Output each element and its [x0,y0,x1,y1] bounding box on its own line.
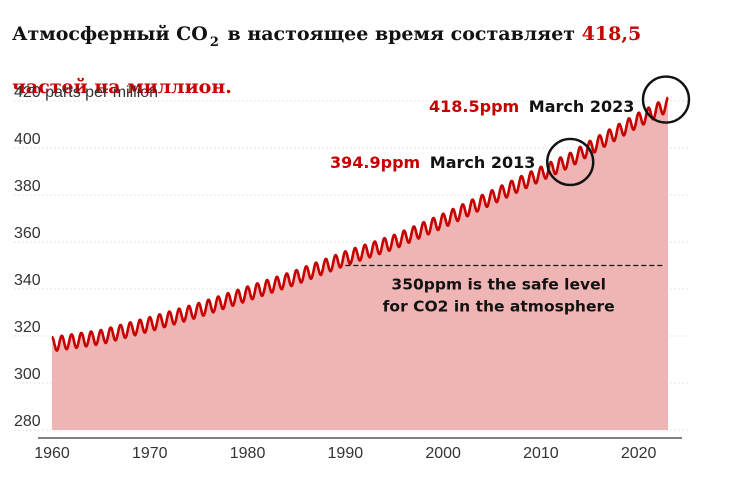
chart-title: Атмосферный CO 2 в настоящее время состав… [12,12,712,109]
y-tick-320: 320 [14,319,41,336]
x-tick-2020: 2020 [621,445,657,462]
x-tick-1970: 1970 [132,445,168,462]
y-axis-ticks: 280 300 320 340 360 380 400 [14,131,41,430]
title-part2: в настоящее время составляет [220,23,582,45]
y-tick-340: 340 [14,272,41,289]
title-highlight: 418,5 [581,23,642,45]
annotation-2013: 394.9ppm March 2013 [330,153,535,172]
y-tick-380: 380 [14,178,41,195]
x-tick-2010: 2010 [523,445,559,462]
highlight-circle-2013 [546,137,595,187]
annotation-2023-date: March 2023 [529,97,635,116]
reference-label-line2: for CO2 in the atmosphere [383,298,615,316]
annotation-2023-value: 418.5ppm [429,97,519,116]
x-axis-ticks: 1960 1970 1980 1990 2000 2010 2020 [34,445,656,462]
y-tick-300: 300 [14,366,41,383]
co2-area-fill [52,97,668,430]
co2-line [50,96,670,352]
y-axis-label: 420 parts per million [14,84,158,101]
title-line2: частей на миллион. [12,76,232,98]
reference-label-line1: 350ppm is the safe level [391,276,605,294]
x-tick-1990: 1990 [328,445,364,462]
annotation-2013-value: 394.9ppm [330,153,420,172]
annotation-2023: 418.5ppm March 2023 [429,97,634,116]
y-tick-360: 360 [14,225,41,242]
highlight-circle-2023 [641,75,691,124]
annotation-2013-date: March 2013 [430,153,536,172]
y-tick-400: 400 [14,131,41,148]
y-tick-280: 280 [14,413,41,430]
title-part1: Атмосферный CO [12,23,208,45]
x-tick-1960: 1960 [34,445,70,462]
title-subscript: 2 [209,35,219,50]
x-tick-1980: 1980 [230,445,266,462]
x-tick-2000: 2000 [425,445,461,462]
